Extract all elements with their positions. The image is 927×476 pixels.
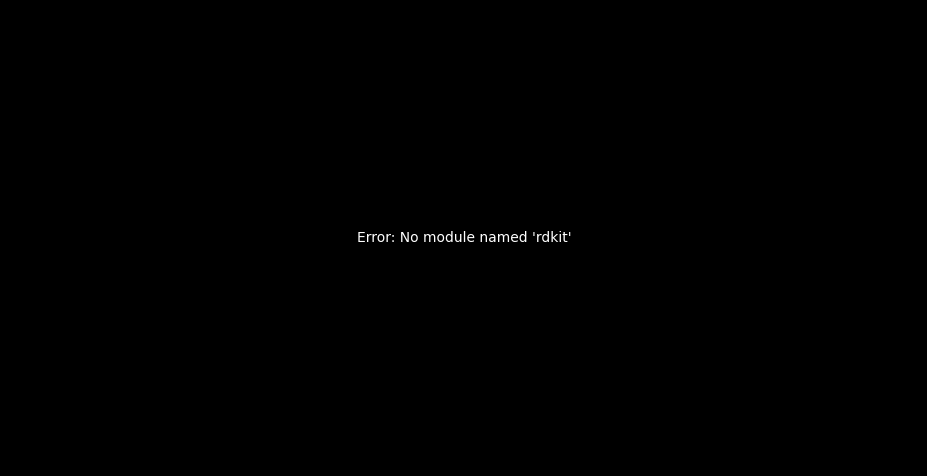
Text: Error: No module named 'rdkit': Error: No module named 'rdkit': [356, 231, 571, 245]
